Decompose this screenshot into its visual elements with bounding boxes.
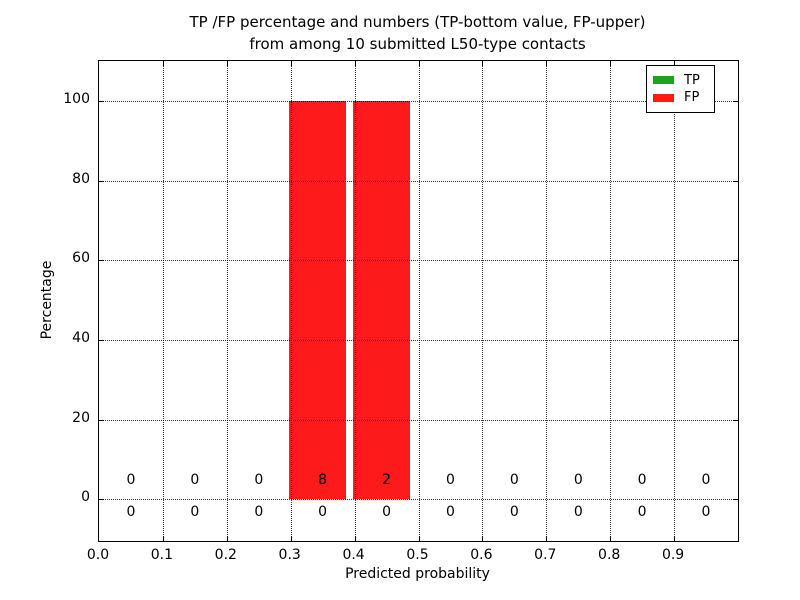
y-tick-label: 80 <box>72 170 90 187</box>
x-tick-bottom <box>674 536 676 541</box>
x-tick-label: 0.2 <box>214 547 237 563</box>
fp-count-label: 0 <box>573 472 583 489</box>
x-tick-bottom <box>354 536 356 541</box>
gridline-horizontal <box>99 100 738 102</box>
legend: TP FP <box>646 65 715 113</box>
x-tick-top <box>354 61 356 66</box>
x-tick-top <box>610 61 612 66</box>
gridline-vertical <box>290 61 292 541</box>
y-tick-right <box>733 100 738 102</box>
x-tick-bottom <box>610 536 612 541</box>
chart-title: TP /FP percentage and numbers (TP-bottom… <box>98 11 737 55</box>
gridline-vertical <box>610 61 612 541</box>
y-tick-left <box>99 260 104 262</box>
tp-count-label: 0 <box>701 504 711 521</box>
x-tick-top <box>482 61 484 66</box>
y-tick-right <box>733 180 738 182</box>
fp-count-label: 0 <box>190 472 200 489</box>
tp-count-label: 0 <box>382 504 392 521</box>
y-tick-left <box>99 419 104 421</box>
gridline-vertical <box>418 61 420 541</box>
fp-count-label: 8 <box>318 472 328 489</box>
chart-title-line2: from among 10 submitted L50-type contact… <box>249 35 586 53</box>
tp-count-label: 0 <box>446 504 455 521</box>
gridline-horizontal <box>99 339 738 341</box>
tp-count-label: 0 <box>190 504 200 521</box>
x-tick-top <box>674 61 676 66</box>
y-tick-label: 40 <box>72 329 90 346</box>
x-tick-label: 0.1 <box>150 547 174 563</box>
x-tick-bottom <box>162 536 164 541</box>
y-tick-left <box>99 100 104 102</box>
fp-count-label: 0 <box>126 472 136 489</box>
y-tick-label: 0 <box>81 489 90 506</box>
tp-count-label: 0 <box>509 504 519 521</box>
tp-count-label: 0 <box>573 504 583 521</box>
fp-bar <box>352 100 411 500</box>
y-axis-label: Percentage <box>39 260 55 340</box>
gridline-vertical <box>482 61 484 541</box>
x-tick-top <box>546 61 548 66</box>
y-tick-right <box>733 419 738 421</box>
x-tick-label: 0.8 <box>598 547 621 563</box>
gridline-vertical <box>162 61 164 541</box>
y-tick-left <box>99 339 104 341</box>
fp-count-label: 0 <box>254 472 264 489</box>
gridline-horizontal <box>99 419 738 421</box>
x-tick-label: 0.6 <box>470 547 493 563</box>
fp-count-label: 0 <box>701 472 711 489</box>
chart-title-line1: TP /FP percentage and numbers (TP-bottom… <box>189 13 646 31</box>
legend-label-tp: TP <box>684 72 700 88</box>
x-tick-label: 0.5 <box>406 547 429 563</box>
fp-count-label: 0 <box>637 472 647 489</box>
y-tick-left <box>99 180 104 182</box>
legend-item-fp: FP <box>653 91 708 104</box>
x-tick-label: 0.9 <box>661 547 685 563</box>
x-tick-bottom <box>546 536 548 541</box>
y-tick-right <box>733 260 738 262</box>
gridline-vertical <box>674 61 676 541</box>
x-tick-top <box>162 61 164 66</box>
fp-count-label: 0 <box>446 472 455 489</box>
gridline-vertical <box>546 61 548 541</box>
x-tick-label: 0.4 <box>342 547 365 563</box>
x-tick-bottom <box>482 536 484 541</box>
x-axis-label: Predicted probability <box>345 566 490 582</box>
gridline-horizontal <box>99 499 738 501</box>
y-tick-left <box>99 499 104 501</box>
fp-bar <box>288 100 347 500</box>
fp-count-label: 2 <box>382 472 392 489</box>
x-tick-label: 0.3 <box>278 547 301 563</box>
x-tick-bottom <box>290 536 292 541</box>
gridline-horizontal <box>99 180 738 182</box>
x-tick-label: 0.0 <box>86 547 110 563</box>
gridline-vertical <box>354 61 356 541</box>
y-tick-right <box>733 499 738 501</box>
tp-count-label: 0 <box>318 504 328 521</box>
tp-count-label: 0 <box>637 504 647 521</box>
legend-swatch-fp-icon <box>653 93 674 102</box>
y-tick-right <box>733 339 738 341</box>
tp-count-label: 0 <box>126 504 136 521</box>
x-tick-top <box>290 61 292 66</box>
x-tick-bottom <box>418 536 420 541</box>
x-tick-label: 0.7 <box>534 547 557 563</box>
y-tick-label: 100 <box>63 90 90 107</box>
gridline-horizontal <box>99 260 738 262</box>
legend-label-fp: FP <box>684 90 700 106</box>
tp-count-label: 0 <box>254 504 264 521</box>
x-tick-top <box>226 61 228 66</box>
gridline-vertical <box>226 61 228 541</box>
x-tick-top <box>418 61 420 66</box>
fp-count-label: 0 <box>509 472 519 489</box>
legend-item-tp: TP <box>653 74 708 87</box>
y-tick-label: 60 <box>72 250 90 267</box>
y-tick-label: 20 <box>72 409 90 426</box>
plot-area: 0 0 0 0 0 0 0 0 0 0 0 0 0 8 2 0 0 0 0 0 <box>98 60 739 542</box>
legend-swatch-tp-icon <box>653 76 674 85</box>
x-tick-bottom <box>226 536 228 541</box>
